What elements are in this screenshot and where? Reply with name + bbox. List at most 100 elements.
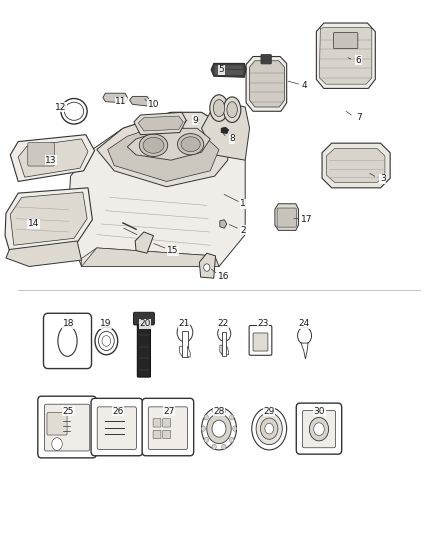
Text: 24: 24 xyxy=(299,319,310,328)
FancyBboxPatch shape xyxy=(47,413,67,435)
FancyBboxPatch shape xyxy=(162,430,170,439)
Polygon shape xyxy=(68,112,245,266)
Text: 10: 10 xyxy=(148,100,159,109)
Text: 23: 23 xyxy=(257,319,268,328)
Text: 30: 30 xyxy=(314,407,325,416)
Text: 29: 29 xyxy=(264,407,275,416)
Text: 20: 20 xyxy=(139,319,151,328)
Circle shape xyxy=(297,327,311,344)
Text: 15: 15 xyxy=(167,246,179,255)
Polygon shape xyxy=(11,192,87,245)
Circle shape xyxy=(207,414,231,443)
FancyBboxPatch shape xyxy=(249,326,272,356)
Polygon shape xyxy=(134,112,186,135)
FancyBboxPatch shape xyxy=(333,33,358,49)
Text: 7: 7 xyxy=(356,113,362,122)
FancyBboxPatch shape xyxy=(153,430,161,439)
FancyBboxPatch shape xyxy=(162,418,170,427)
FancyBboxPatch shape xyxy=(277,208,296,227)
FancyBboxPatch shape xyxy=(148,407,187,449)
Circle shape xyxy=(204,264,210,271)
Polygon shape xyxy=(221,127,229,134)
Polygon shape xyxy=(199,253,215,278)
Ellipse shape xyxy=(177,134,204,155)
Ellipse shape xyxy=(139,134,168,157)
Circle shape xyxy=(314,423,324,435)
Text: 9: 9 xyxy=(192,116,198,125)
Polygon shape xyxy=(81,248,219,266)
FancyBboxPatch shape xyxy=(44,404,90,451)
Circle shape xyxy=(212,420,226,437)
Polygon shape xyxy=(187,346,190,357)
Polygon shape xyxy=(220,345,222,355)
Polygon shape xyxy=(6,241,81,266)
Polygon shape xyxy=(97,112,228,187)
Text: 19: 19 xyxy=(100,319,111,328)
Polygon shape xyxy=(326,149,385,182)
Ellipse shape xyxy=(210,95,228,122)
FancyBboxPatch shape xyxy=(296,403,342,454)
FancyBboxPatch shape xyxy=(214,65,244,75)
Polygon shape xyxy=(246,56,287,111)
Text: 28: 28 xyxy=(213,407,225,416)
FancyBboxPatch shape xyxy=(138,319,150,377)
Circle shape xyxy=(204,437,208,442)
FancyBboxPatch shape xyxy=(153,418,161,427)
Text: 25: 25 xyxy=(63,407,74,416)
Polygon shape xyxy=(275,204,298,230)
Circle shape xyxy=(233,426,237,431)
Circle shape xyxy=(222,408,226,413)
Circle shape xyxy=(256,413,283,445)
FancyBboxPatch shape xyxy=(253,333,268,351)
Circle shape xyxy=(309,417,328,441)
Polygon shape xyxy=(108,123,219,181)
Circle shape xyxy=(201,426,205,431)
Circle shape xyxy=(52,438,62,450)
Circle shape xyxy=(212,444,216,449)
FancyBboxPatch shape xyxy=(261,54,272,64)
Circle shape xyxy=(218,326,231,342)
Ellipse shape xyxy=(227,102,237,118)
FancyBboxPatch shape xyxy=(38,396,96,458)
Ellipse shape xyxy=(223,97,241,123)
Circle shape xyxy=(201,407,237,450)
Text: 26: 26 xyxy=(112,407,124,416)
Bar xyxy=(222,333,226,356)
Text: 4: 4 xyxy=(301,81,307,90)
Text: 12: 12 xyxy=(55,102,67,111)
Ellipse shape xyxy=(58,326,77,357)
Circle shape xyxy=(230,415,234,420)
Polygon shape xyxy=(316,23,375,88)
Circle shape xyxy=(222,444,226,449)
Polygon shape xyxy=(138,116,183,131)
Polygon shape xyxy=(103,93,127,103)
Ellipse shape xyxy=(213,100,225,117)
Circle shape xyxy=(99,332,114,351)
Text: 11: 11 xyxy=(115,97,127,106)
FancyBboxPatch shape xyxy=(97,407,137,449)
Polygon shape xyxy=(211,63,246,77)
Text: 22: 22 xyxy=(218,319,229,328)
Polygon shape xyxy=(11,135,95,181)
Text: 3: 3 xyxy=(380,174,385,183)
Polygon shape xyxy=(5,188,92,251)
Polygon shape xyxy=(250,61,285,107)
Polygon shape xyxy=(301,343,308,359)
Text: 27: 27 xyxy=(163,407,174,416)
Text: 17: 17 xyxy=(300,215,312,224)
Ellipse shape xyxy=(181,137,200,152)
Text: 8: 8 xyxy=(229,134,235,143)
Text: 21: 21 xyxy=(178,319,190,328)
FancyBboxPatch shape xyxy=(302,410,336,448)
Polygon shape xyxy=(220,220,227,228)
Polygon shape xyxy=(201,102,250,160)
Bar xyxy=(182,332,187,357)
Circle shape xyxy=(230,437,234,442)
Circle shape xyxy=(95,327,118,355)
Polygon shape xyxy=(130,96,150,106)
FancyBboxPatch shape xyxy=(142,398,194,456)
Polygon shape xyxy=(226,345,229,355)
Polygon shape xyxy=(18,139,88,177)
Polygon shape xyxy=(319,27,372,84)
Text: 1: 1 xyxy=(240,199,246,208)
